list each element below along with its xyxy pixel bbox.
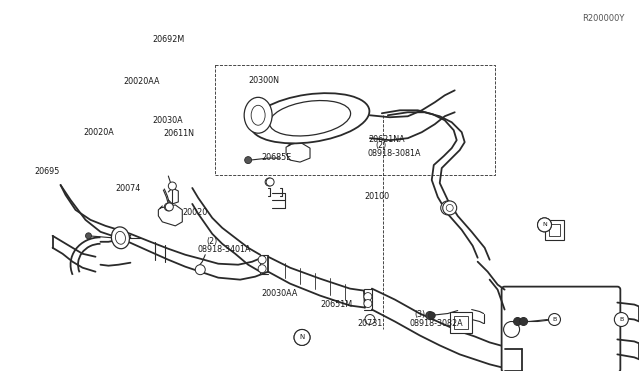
Circle shape: [426, 311, 434, 320]
Ellipse shape: [111, 227, 129, 249]
Text: 20695: 20695: [34, 167, 60, 176]
Text: 20651M: 20651M: [320, 300, 352, 309]
Text: 08918-3082A: 08918-3082A: [410, 319, 463, 328]
Circle shape: [294, 330, 310, 346]
Ellipse shape: [251, 93, 369, 143]
Text: N: N: [300, 334, 305, 340]
Ellipse shape: [244, 97, 272, 133]
Text: (2): (2): [206, 237, 218, 246]
Circle shape: [244, 157, 252, 164]
Circle shape: [513, 318, 522, 326]
Circle shape: [168, 182, 176, 190]
Text: N: N: [299, 333, 305, 342]
Text: 20621NA: 20621NA: [369, 135, 405, 144]
Text: 20300N: 20300N: [248, 76, 280, 85]
Text: 08918-3401A: 08918-3401A: [197, 245, 251, 254]
Circle shape: [294, 330, 310, 346]
Bar: [545, 220, 564, 240]
Circle shape: [538, 218, 552, 232]
Circle shape: [364, 293, 372, 301]
Circle shape: [195, 265, 205, 275]
Circle shape: [504, 321, 520, 337]
FancyBboxPatch shape: [502, 286, 620, 372]
Text: R200000Y: R200000Y: [582, 14, 625, 23]
Circle shape: [441, 201, 454, 215]
Text: 20611N: 20611N: [164, 129, 195, 138]
Circle shape: [86, 233, 92, 239]
Text: 20020A: 20020A: [84, 128, 115, 137]
Circle shape: [258, 265, 266, 273]
Circle shape: [365, 314, 375, 324]
Ellipse shape: [269, 100, 351, 136]
Circle shape: [364, 299, 372, 308]
Bar: [548, 224, 561, 236]
Text: 20074: 20074: [116, 185, 141, 193]
Text: 20020: 20020: [182, 208, 208, 217]
Text: 08918-3081A: 08918-3081A: [368, 149, 421, 158]
Bar: [450, 311, 472, 333]
Text: 20030A: 20030A: [153, 116, 183, 125]
Text: 20020AA: 20020AA: [124, 77, 160, 86]
Ellipse shape: [251, 105, 265, 125]
Circle shape: [266, 178, 274, 186]
Circle shape: [265, 178, 273, 186]
Circle shape: [428, 312, 435, 319]
Circle shape: [164, 203, 172, 211]
Circle shape: [614, 312, 628, 327]
Text: N: N: [542, 222, 547, 227]
Circle shape: [446, 205, 453, 211]
Circle shape: [548, 314, 561, 326]
Bar: [454, 315, 468, 330]
Circle shape: [443, 201, 457, 215]
Circle shape: [165, 203, 173, 211]
Text: B: B: [620, 317, 623, 322]
Text: 20685E: 20685E: [261, 153, 291, 161]
Circle shape: [538, 218, 552, 232]
Text: (2): (2): [375, 141, 386, 150]
Text: 20731: 20731: [357, 319, 382, 328]
Circle shape: [520, 318, 527, 326]
Circle shape: [258, 256, 266, 264]
Text: 20030AA: 20030AA: [261, 289, 298, 298]
Circle shape: [444, 205, 451, 211]
Text: B: B: [552, 317, 557, 322]
Text: (3): (3): [415, 311, 426, 320]
Text: N: N: [542, 222, 547, 227]
Ellipse shape: [115, 231, 125, 244]
Text: 20692M: 20692M: [153, 35, 185, 44]
Text: 20100: 20100: [365, 192, 390, 201]
